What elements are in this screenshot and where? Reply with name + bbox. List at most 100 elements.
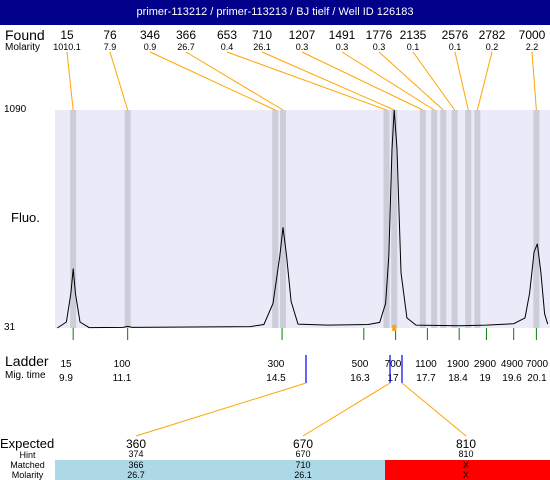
title-bar [0, 0, 550, 25]
ladder-size-label: 7000 [526, 359, 549, 370]
found-size-label: 2782 [479, 28, 506, 42]
ladder-time-label: 19 [479, 373, 491, 384]
found-size-label: 2576 [442, 28, 469, 42]
y-axis-max-label: 1090 [4, 104, 27, 115]
expected-matched-label: 710 [295, 460, 310, 470]
ladder-row-label: Ladder [5, 353, 49, 369]
found-connector [109, 51, 129, 111]
peak-band [431, 110, 438, 328]
expected-hint-label: 670 [295, 449, 310, 459]
ladder-size-label: 15 [60, 359, 72, 370]
found-connector [531, 51, 537, 111]
found-size-label: 346 [140, 28, 160, 42]
ladder-size-label: 1100 [415, 359, 437, 370]
ladder-size-label: 500 [352, 359, 369, 370]
found-connector [226, 51, 387, 111]
ladder-size-label: 300 [268, 359, 285, 370]
found-molarity-label: 2.2 [526, 42, 539, 52]
found-molarity-label: 0.2 [486, 42, 499, 52]
found-connector [341, 51, 435, 111]
found-connector [149, 51, 276, 111]
ladder-time-label: 18.4 [448, 373, 468, 384]
y-axis-title: Fluo. [11, 210, 40, 225]
ladder-size-label: 1900 [447, 359, 470, 370]
peak-band [533, 110, 540, 328]
ladder-time-label: 14.5 [266, 373, 286, 384]
expected-size-label: 810 [456, 437, 476, 451]
peak-band [474, 110, 481, 328]
peak-band [383, 110, 390, 328]
expected-molarity-label: X [463, 470, 469, 480]
chart-title: primer-113212 / primer-113213 / BJ tielf… [136, 6, 414, 18]
expected-molarity-label: 26.7 [127, 470, 145, 480]
peak-band [124, 110, 131, 328]
matched-ok-row [55, 460, 385, 480]
found-molarity-label: 1010.1 [53, 42, 81, 52]
peak-band [70, 110, 77, 328]
found-molarity-label: 0.9 [144, 42, 157, 52]
expected-hint-label: 810 [458, 449, 473, 459]
found-molarity-label: 0.1 [407, 42, 420, 52]
matched-fail-row [385, 460, 550, 480]
found-size-label: 15 [60, 28, 74, 42]
found-connector [454, 51, 469, 111]
found-size-label: 1776 [366, 28, 393, 42]
expected-matched-label: X [463, 460, 469, 470]
table-molarity-row-label: Molarity [11, 470, 44, 480]
ladder-time-label: 16.3 [350, 373, 370, 384]
found-size-label: 1207 [289, 28, 316, 42]
found-size-label: 366 [176, 28, 196, 42]
peak-marker [392, 325, 397, 331]
peak-band [419, 110, 426, 328]
ladder-time-label: 11.1 [113, 373, 132, 384]
peak-band [279, 110, 286, 328]
hint-row-label: Hint [19, 450, 36, 460]
ladder-size-label: 4900 [501, 359, 524, 370]
found-size-label: 710 [252, 28, 272, 42]
found-size-label: 7000 [519, 28, 546, 42]
found-row-label: Found [5, 27, 45, 43]
found-molarity-label: 0.3 [296, 42, 309, 52]
expected-row-label: Expected [0, 436, 55, 451]
expected-molarity-label: 26.1 [294, 470, 312, 480]
found-connector [301, 51, 424, 111]
ladder-time-label: 9.9 [59, 373, 73, 384]
ladder-size-label: 2900 [474, 359, 497, 370]
ladder-size-label: 100 [114, 359, 131, 370]
peak-band [465, 110, 472, 328]
found-connector [412, 51, 456, 111]
molarity-row-label: Molarity [5, 42, 41, 53]
matched-row-label: Matched [10, 460, 45, 470]
peak-band [272, 110, 279, 328]
expected-size-label: 670 [293, 437, 313, 451]
found-connector [185, 51, 284, 111]
expected-connector [401, 382, 467, 437]
expected-connector [135, 382, 307, 437]
peak-band [440, 110, 447, 328]
found-molarity-label: 7.9 [104, 42, 117, 52]
expected-hint-label: 374 [128, 449, 143, 459]
found-molarity-label: 0.3 [336, 42, 349, 52]
found-connector [261, 51, 395, 111]
found-connector [378, 51, 444, 111]
found-molarity-label: 26.1 [253, 42, 271, 52]
ladder-time-label: 17 [387, 373, 399, 384]
found-connector [66, 51, 74, 111]
found-size-label: 2135 [400, 28, 427, 42]
y-axis-min-label: 31 [4, 322, 16, 333]
found-molarity-label: 0.4 [221, 42, 234, 52]
found-size-label: 653 [217, 28, 237, 42]
mig-time-row-label: Mig. time [5, 370, 46, 381]
peak-band [391, 110, 398, 328]
ladder-time-label: 19.6 [502, 373, 522, 384]
found-size-label: 1491 [329, 28, 356, 42]
expected-size-label: 360 [126, 437, 146, 451]
trace-line [57, 109, 549, 329]
found-molarity-label: 0.3 [373, 42, 386, 52]
found-molarity-label: 0.1 [449, 42, 462, 52]
ladder-time-label: 17.7 [416, 373, 436, 384]
expected-connector [302, 382, 391, 437]
expected-matched-label: 366 [128, 460, 143, 470]
ladder-time-label: 20.1 [527, 373, 547, 384]
